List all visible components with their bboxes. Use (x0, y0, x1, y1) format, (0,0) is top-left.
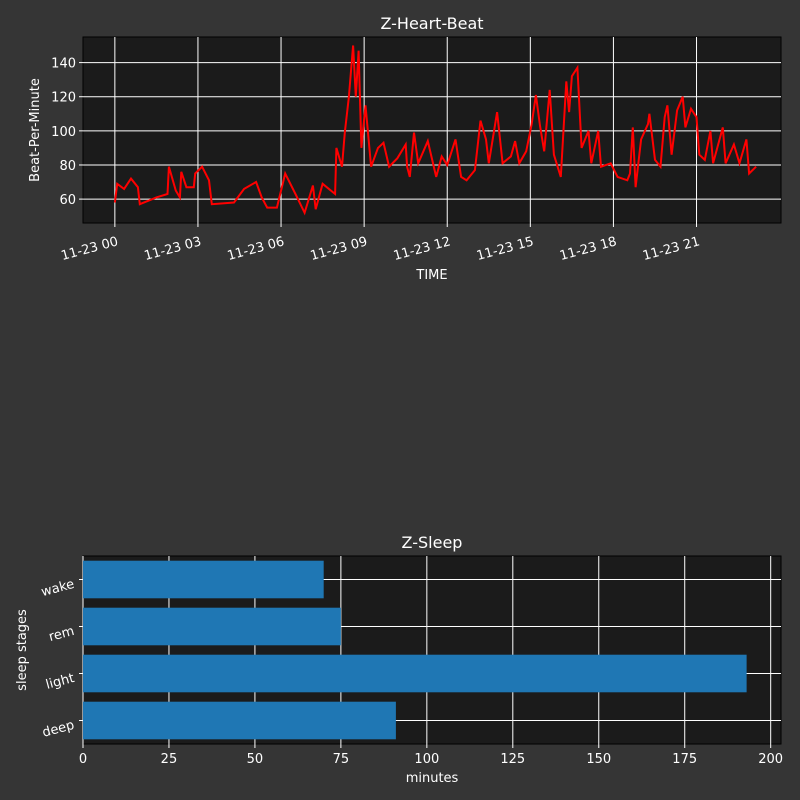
heart-beat-ytick-label: 120 (51, 91, 76, 106)
sleep-bars (83, 560, 747, 740)
sleep-xtick-label: 125 (500, 752, 525, 767)
sleep-bar-light (83, 654, 747, 693)
sleep-xtick-label: 100 (414, 752, 439, 767)
sleep-xtick-label: 0 (79, 752, 87, 767)
sleep-ylabel: sleep stages (15, 609, 30, 691)
sleep-bar-deep (83, 701, 396, 740)
heart-beat-chart: 11-23 00 11-23 03 11-23 06 11-23 09 11-23 12… (28, 14, 782, 283)
sleep-ytick-label: light (44, 671, 76, 693)
sleep-title: Z-Sleep (402, 533, 463, 552)
heart-beat-plot-area (82, 36, 782, 224)
sleep-xlabel: minutes (406, 771, 459, 786)
sleep-xtick-label: 200 (758, 752, 783, 767)
sleep-xtick-label: 75 (333, 752, 350, 767)
heart-beat-ytick-label: 60 (59, 193, 76, 208)
sleep-xtick-label: 50 (247, 752, 264, 767)
heart-beat-xlabel: TIME (415, 268, 447, 283)
heart-beat-ytick-label: 140 (51, 57, 76, 72)
sleep-xtick-label: 25 (161, 752, 178, 767)
sleep-ytick-label: rem (47, 624, 76, 645)
heart-beat-ytick-label: 100 (51, 125, 76, 140)
heart-beat-ylabel: Beat-Per-Minute (28, 78, 43, 182)
heart-beat-title: Z-Heart-Beat (380, 14, 483, 33)
heart-beat-ytick-label: 80 (59, 159, 76, 174)
sleep-xtick-label: 150 (586, 752, 611, 767)
heart-beat-line (113, 45, 757, 216)
sleep-bar-rem (83, 607, 341, 646)
sleep-bar-wake (83, 560, 324, 599)
sleep-xtick-label: 175 (672, 752, 697, 767)
